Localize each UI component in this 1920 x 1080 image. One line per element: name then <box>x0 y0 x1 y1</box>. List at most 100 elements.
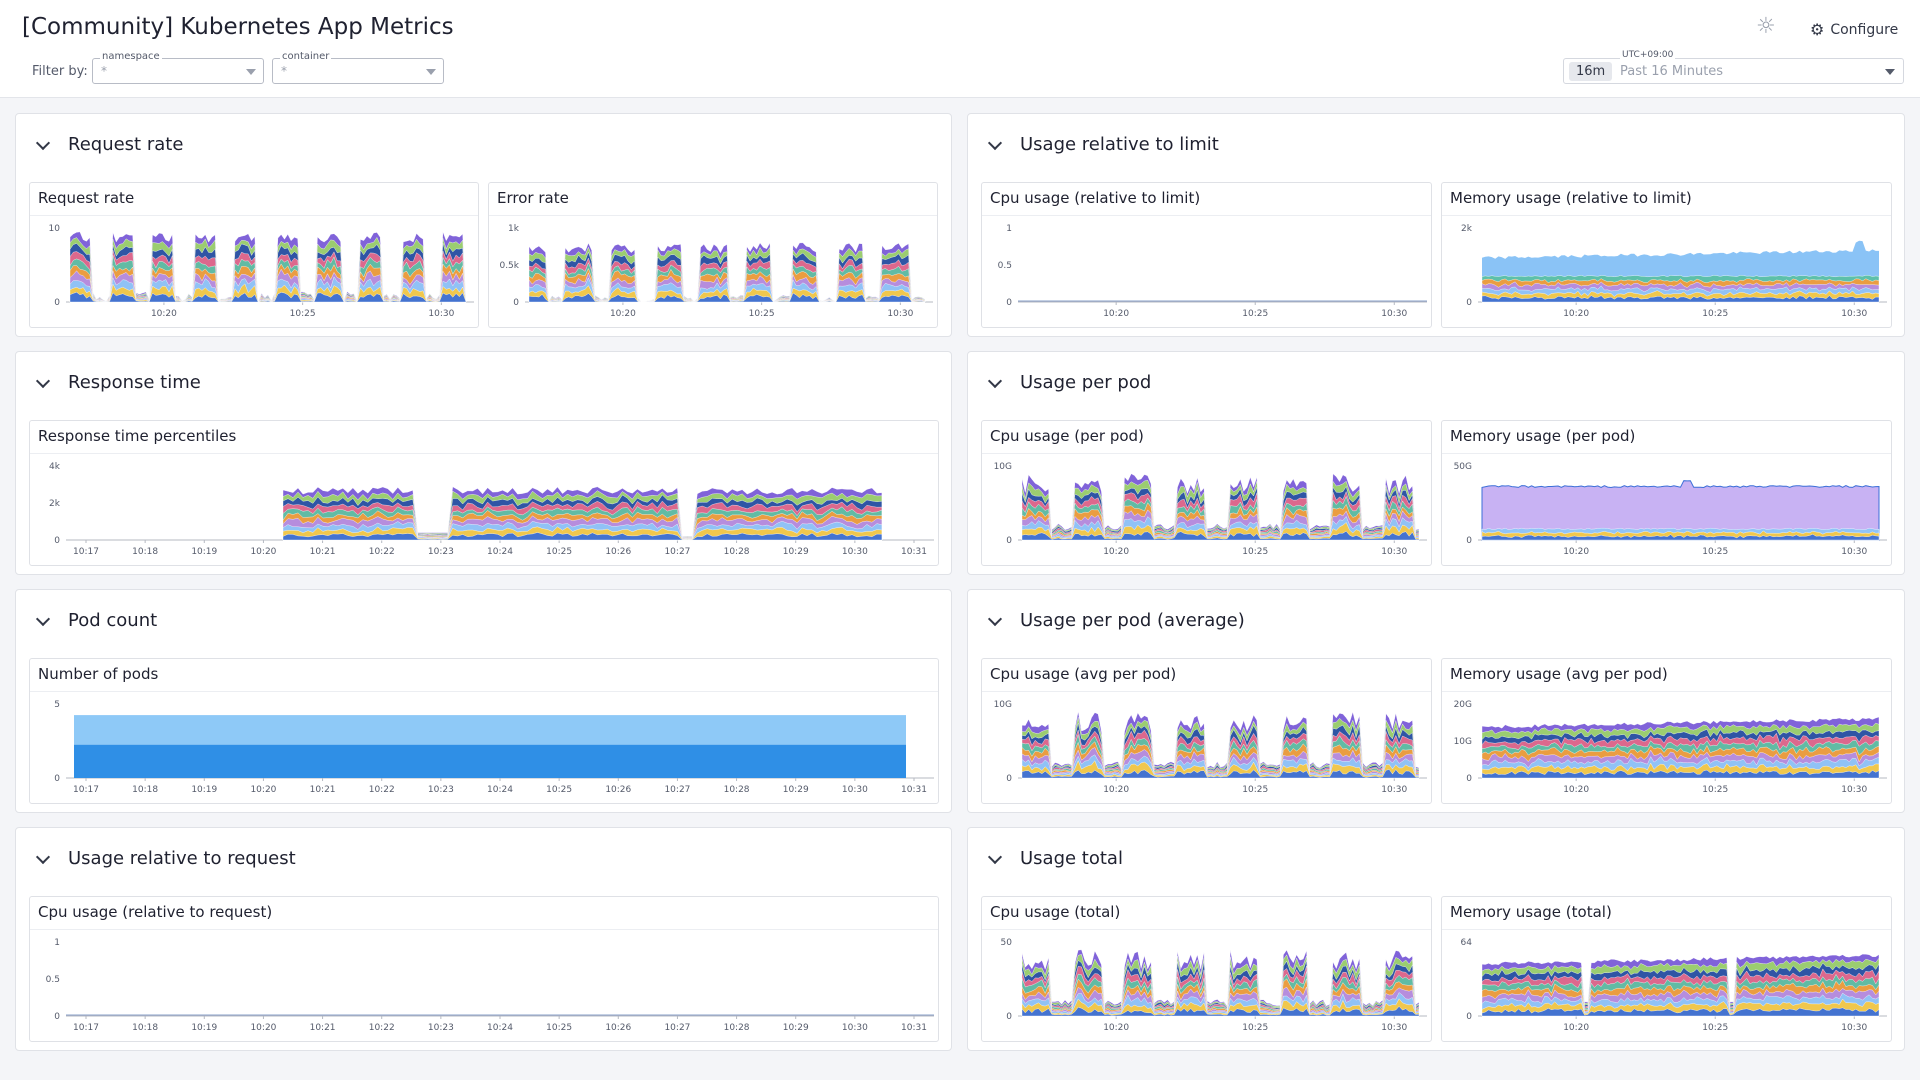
chart-widget[interactable]: Memory usage (total) 64 0 10:20 10:25 10:30 <box>1441 896 1892 1042</box>
widget-group: Response time Response time percentiles 4k… <box>15 351 952 575</box>
chart-svg: 4k 2k 0 10:17 10:18 10:19 10:20 10:21 10:22 10:23… <box>49 462 934 557</box>
group-title: Usage relative to request <box>68 848 296 869</box>
group-header[interactable]: Usage total <box>968 828 1904 890</box>
chart-widget[interactable]: Response time percentiles 4k 2k 0 10:17 10:18… <box>29 420 939 566</box>
group-header[interactable]: Response time <box>16 352 951 414</box>
y-tick-label: 0 <box>1466 774 1472 784</box>
chevron-down-icon[interactable] <box>35 373 51 389</box>
x-tick-label: 10:25 <box>1702 547 1728 557</box>
divider <box>489 215 937 216</box>
y-tick-label: 64 <box>1461 938 1473 948</box>
container-filter[interactable]: container * <box>272 51 444 84</box>
y-tick-label: 0 <box>1466 1012 1472 1022</box>
chevron-down-icon[interactable] <box>987 373 1003 389</box>
namespace-filter[interactable]: namespace * <box>92 51 264 84</box>
series-area <box>1481 769 1880 779</box>
container-filter-label: container <box>280 51 332 62</box>
y-tick-label: 0 <box>513 298 519 308</box>
x-tick-label: 10:25 <box>1242 1023 1268 1033</box>
chevron-down-icon <box>246 69 256 75</box>
widget-group: Usage relative to request Cpu usage (rela… <box>15 827 952 1051</box>
x-tick-label: 10:25 <box>1702 785 1728 795</box>
configure-button[interactable]: ⚙ Configure <box>1810 20 1898 39</box>
y-tick-label: 1 <box>54 938 60 948</box>
timeseries-chart[interactable]: 1 0.5 0 10:17 10:18 10:19 10:20 10:21 10:22 10:23… <box>30 930 940 1046</box>
x-tick-label: 10:24 <box>487 785 513 795</box>
x-tick-label: 10:30 <box>887 309 913 319</box>
widget-group: Usage per pod (average) Cpu usage (avg pe… <box>967 589 1905 813</box>
chart-widget[interactable]: Memory usage (relative to limit) 2k 0 10:20… <box>1441 182 1892 328</box>
series-area <box>1481 534 1880 541</box>
timeseries-chart[interactable]: 1k 0.5k 0 10:20 10:25 10:30 <box>489 216 939 332</box>
widget-group: Request rate Request rate 10 0 10:20 10:25 10:… <box>15 113 952 337</box>
y-tick-label: 0 <box>54 536 60 546</box>
x-tick-label: 10:23 <box>428 1023 454 1033</box>
chevron-down-icon[interactable] <box>35 611 51 627</box>
timeseries-chart[interactable]: 50 0 10:20 10:25 10:30 <box>982 930 1433 1046</box>
chart-widget[interactable]: Cpu usage (total) 50 0 10:20 10:25 10:30 <box>981 896 1432 1042</box>
bug-icon[interactable]: ☼ <box>1756 14 1776 39</box>
chart-widget[interactable]: Cpu usage (relative to limit) 1 0.5 0 10:20 1… <box>981 182 1432 328</box>
chart-svg: 10G 0 10:20 10:25 10:30 <box>994 700 1427 795</box>
x-tick-label: 10:29 <box>783 785 809 795</box>
timeseries-chart[interactable]: 20G 10G 0 10:20 10:25 10:30 <box>1442 692 1893 808</box>
widget-title: Memory usage (relative to limit) <box>1450 189 1692 207</box>
timeseries-chart[interactable]: 10 0 10:20 10:25 10:30 <box>30 216 480 332</box>
widget-title: Number of pods <box>38 665 159 683</box>
y-tick-label: 0 <box>1006 536 1012 546</box>
chart-widget[interactable]: Memory usage (avg per pod) 20G 10G 0 10:20 10… <box>1441 658 1892 804</box>
timeseries-chart[interactable]: 4k 2k 0 10:17 10:18 10:19 10:20 10:21 10:22 10:23… <box>30 454 940 570</box>
x-tick-label: 10:25 <box>1702 309 1728 319</box>
timeseries-chart[interactable]: 10G 0 10:20 10:25 10:30 <box>982 454 1433 570</box>
divider <box>1442 929 1891 930</box>
x-tick-label: 10:28 <box>724 785 750 795</box>
divider <box>30 215 478 216</box>
divider <box>1442 691 1891 692</box>
x-tick-label: 10:20 <box>250 785 276 795</box>
chart-widget[interactable]: Request rate 10 0 10:20 10:25 10:30 <box>29 182 479 328</box>
chevron-down-icon[interactable] <box>987 135 1003 151</box>
widget-title: Request rate <box>38 189 135 207</box>
y-tick-label: 10G <box>994 462 1012 472</box>
x-tick-label: 10:17 <box>73 547 99 557</box>
x-tick-label: 10:25 <box>290 309 316 319</box>
group-header[interactable]: Usage per pod <box>968 352 1904 414</box>
chart-svg: 10 0 10:20 10:25 10:30 <box>49 224 474 319</box>
divider <box>1442 215 1891 216</box>
x-tick-label: 10:20 <box>1563 547 1589 557</box>
x-tick-label: 10:20 <box>1103 785 1129 795</box>
chevron-down-icon[interactable] <box>35 849 51 865</box>
chart-widget[interactable]: Cpu usage (relative to request) 1 0.5 0 10:1… <box>29 896 939 1042</box>
chart-widget[interactable]: Number of pods 5 0 10:17 10:18 10:19 10:20 10:2… <box>29 658 939 804</box>
x-tick-label: 10:18 <box>132 1023 158 1033</box>
x-tick-label: 10:25 <box>1242 309 1268 319</box>
x-tick-label: 10:25 <box>546 785 572 795</box>
chevron-down-icon[interactable] <box>35 135 51 151</box>
chart-svg: 20G 10G 0 10:20 10:25 10:30 <box>1454 700 1887 795</box>
time-range-selector[interactable]: UTC+09:00 16m Past 16 Minutes <box>1563 50 1904 84</box>
chart-widget[interactable]: Memory usage (per pod) 50G 0 10:20 10:25 10:3… <box>1441 420 1892 566</box>
timeseries-chart[interactable]: 2k 0 10:20 10:25 10:30 <box>1442 216 1893 332</box>
group-header[interactable]: Request rate <box>16 114 951 176</box>
timeseries-chart[interactable]: 5 0 10:17 10:18 10:19 10:20 10:21 10:22 10:23 10:… <box>30 692 940 808</box>
chevron-down-icon[interactable] <box>987 611 1003 627</box>
x-tick-label: 10:20 <box>151 309 177 319</box>
chart-widget[interactable]: Cpu usage (per pod) 10G 0 10:20 10:25 10:30 <box>981 420 1432 566</box>
chart-widget[interactable]: Error rate 1k 0.5k 0 10:20 10:25 10:30 <box>488 182 938 328</box>
group-title: Usage total <box>1020 848 1123 869</box>
timeseries-chart[interactable]: 10G 0 10:20 10:25 10:30 <box>982 692 1433 808</box>
x-tick-label: 10:19 <box>191 1023 217 1033</box>
group-header[interactable]: Usage relative to request <box>16 828 951 890</box>
widget-title: Cpu usage (avg per pod) <box>990 665 1177 683</box>
timeseries-chart[interactable]: 64 0 10:20 10:25 10:30 <box>1442 930 1893 1046</box>
group-header[interactable]: Usage relative to limit <box>968 114 1904 176</box>
chart-widget[interactable]: Cpu usage (avg per pod) 10G 0 10:20 10:25 10:… <box>981 658 1432 804</box>
y-tick-label: 50G <box>1454 462 1472 472</box>
widget-title: Cpu usage (relative to limit) <box>990 189 1201 207</box>
configure-label: Configure <box>1830 21 1899 38</box>
chevron-down-icon[interactable] <box>987 849 1003 865</box>
group-header[interactable]: Usage per pod (average) <box>968 590 1904 652</box>
group-header[interactable]: Pod count <box>16 590 951 652</box>
timeseries-chart[interactable]: 50G 0 10:20 10:25 10:30 <box>1442 454 1893 570</box>
timeseries-chart[interactable]: 1 0.5 0 10:20 10:25 10:30 <box>982 216 1433 332</box>
